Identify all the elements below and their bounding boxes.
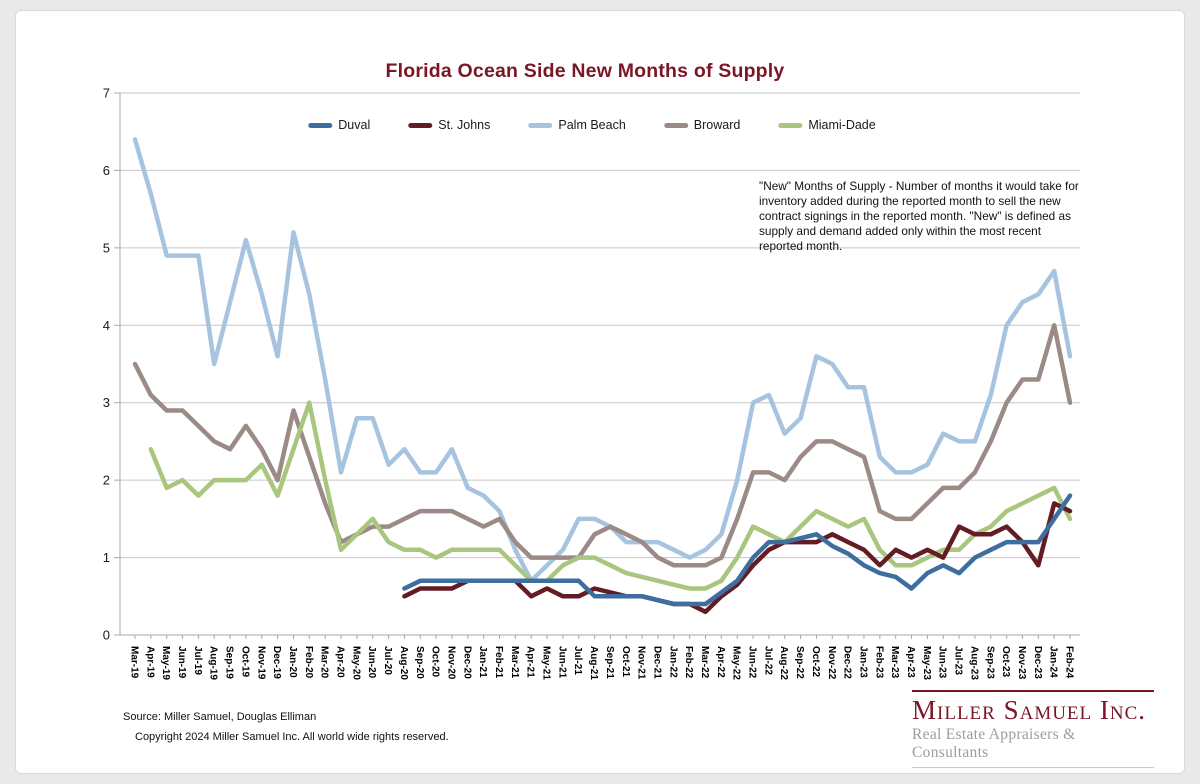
y-axis-label-0: 0	[103, 628, 110, 643]
x-axis-label-Aug-20: Aug-20	[398, 646, 409, 680]
company-logo: Miller Samuel Inc. Real Estate Appraiser…	[912, 690, 1154, 769]
x-axis-label-Apr-19: Apr-19	[144, 646, 155, 678]
legend-item-broward: Broward	[663, 118, 741, 132]
source-line: Source: Miller Samuel, Douglas Elliman	[123, 711, 317, 723]
x-axis-label-May-22: May-22	[731, 646, 742, 680]
series-line-miami-dade	[148, 400, 1073, 591]
series-line-palm-beach	[132, 137, 1073, 584]
chart-title: Florida Ocean Side New Months of Supply	[385, 60, 785, 82]
legend-item-palm-beach: Palm Beach	[528, 118, 626, 132]
x-axis-label-Jul-20: Jul-20	[382, 646, 393, 675]
y-axis-label-5: 5	[103, 240, 110, 255]
series-line-duval	[402, 493, 1073, 607]
x-axis-label-May-20: May-20	[350, 646, 361, 680]
x-axis-label-Oct-19: Oct-19	[239, 646, 250, 678]
x-axis-label-Apr-23: Apr-23	[905, 646, 916, 678]
x-axis-label-Jun-20: Jun-20	[366, 646, 377, 679]
logo-name: Miller Samuel Inc.	[912, 695, 1147, 725]
legend-label-miami-dade: Miami-Dade	[808, 118, 876, 132]
x-axis-label-Nov-22: Nov-22	[826, 646, 837, 680]
x-axis-label-May-21: May-21	[541, 646, 552, 680]
x-axis-label-Feb-23: Feb-23	[873, 646, 884, 679]
legend-item-miami-dade: Miami-Dade	[778, 118, 876, 132]
x-axis-label-Jul-21: Jul-21	[572, 646, 583, 675]
x-axis-label-Feb-20: Feb-20	[303, 646, 314, 679]
x-axis-label-Sep-22: Sep-22	[794, 646, 805, 679]
source-note: Source: Miller Samuel, Douglas Elliman C…	[123, 708, 449, 748]
legend-label-palm-beach: Palm Beach	[558, 118, 626, 132]
legend-item-st-johns: St. Johns	[408, 118, 490, 132]
x-axis-label-Dec-19: Dec-19	[271, 646, 282, 679]
x-axis-label-Jan-21: Jan-21	[477, 646, 488, 678]
x-axis-label-Aug-19: Aug-19	[208, 646, 219, 680]
x-axis-label-Aug-21: Aug-21	[588, 646, 599, 680]
x-axis-label-Aug-22: Aug-22	[778, 646, 789, 680]
y-axis-label-1: 1	[103, 550, 110, 565]
x-axis-label-May-19: May-19	[160, 646, 171, 680]
x-axis-label-Oct-21: Oct-21	[620, 646, 631, 678]
x-axis-label-Oct-20: Oct-20	[430, 646, 441, 678]
x-axis-label-Jan-22: Jan-22	[667, 646, 678, 678]
x-axis-label-Feb-24: Feb-24	[1064, 646, 1075, 679]
legend-label-duval: Duval	[338, 118, 371, 132]
x-axis-label-Jul-23: Jul-23	[953, 646, 964, 675]
x-axis-label-Dec-23: Dec-23	[1032, 646, 1043, 679]
x-axis-label-Jul-22: Jul-22	[762, 646, 773, 675]
legend-swatch-miami-dade	[778, 122, 803, 128]
x-axis-label-Oct-23: Oct-23	[1000, 646, 1011, 678]
x-axis-label-Nov-19: Nov-19	[255, 646, 266, 680]
y-axis-label-4: 4	[103, 318, 110, 333]
x-axis-label-Mar-19: Mar-19	[129, 646, 140, 679]
series-line-broward	[132, 323, 1073, 568]
x-axis-label-Jan-24: Jan-24	[1048, 646, 1059, 678]
x-axis-label-Jul-19: Jul-19	[192, 646, 203, 675]
x-axis-label-Apr-20: Apr-20	[335, 646, 346, 678]
x-axis-label-Jun-22: Jun-22	[747, 646, 758, 679]
x-axis-label-Nov-21: Nov-21	[636, 646, 647, 680]
x-axis-label-Apr-22: Apr-22	[715, 646, 726, 678]
x-axis-label-Nov-20: Nov-20	[445, 646, 456, 680]
x-axis-label-Nov-23: Nov-23	[1016, 646, 1027, 680]
legend-swatch-palm-beach	[528, 122, 553, 128]
copyright-line: Copyright 2024 Miller Samuel Inc. All wo…	[135, 730, 449, 743]
x-axis-label-Oct-22: Oct-22	[810, 646, 821, 678]
legend-swatch-duval	[308, 122, 333, 128]
legend-swatch-st-johns	[408, 122, 433, 128]
x-axis-label-Sep-19: Sep-19	[224, 646, 235, 679]
x-axis-label-Sep-21: Sep-21	[604, 646, 615, 679]
logo-rule-top	[912, 690, 1154, 692]
y-axis-label-6: 6	[103, 163, 110, 178]
x-axis-label-Mar-22: Mar-22	[699, 646, 710, 679]
x-axis-label-Sep-20: Sep-20	[414, 646, 425, 679]
y-axis-label-2: 2	[103, 473, 110, 488]
x-axis-label-Jun-23: Jun-23	[937, 646, 948, 679]
logo-tagline: Real Estate Appraisers & Consultants	[912, 726, 1076, 762]
x-axis-label-Aug-23: Aug-23	[968, 646, 979, 680]
x-axis-label-Mar-23: Mar-23	[889, 646, 900, 679]
legend-swatch-broward	[663, 122, 688, 128]
logo-rule-bottom	[912, 767, 1154, 769]
chart-legend: Duval St. Johns Palm Beach Broward Miami-Dad…	[308, 118, 876, 132]
x-axis-label-Mar-21: Mar-21	[509, 646, 520, 679]
x-axis-label-Feb-22: Feb-22	[683, 646, 694, 679]
x-axis-label-Dec-22: Dec-22	[842, 646, 853, 679]
y-axis-label-7: 7	[103, 86, 110, 101]
legend-label-st-johns: St. Johns	[438, 118, 491, 132]
x-axis-label-Jan-20: Jan-20	[287, 646, 298, 678]
x-axis-label-May-23: May-23	[921, 646, 932, 680]
legend-item-duval: Duval	[308, 118, 370, 132]
x-axis-label-Feb-21: Feb-21	[493, 646, 504, 679]
x-axis-label-Mar-20: Mar-20	[319, 646, 330, 679]
x-axis-label-Apr-21: Apr-21	[525, 646, 536, 678]
x-axis-label-Dec-21: Dec-21	[651, 646, 662, 679]
annotation-text: "New" Months of Supply - Number of month…	[759, 179, 1079, 254]
x-axis-label-Jan-23: Jan-23	[857, 646, 868, 678]
x-axis-label-Jun-21: Jun-21	[556, 646, 567, 679]
x-axis-label-Dec-20: Dec-20	[461, 646, 472, 679]
x-axis-label-Sep-23: Sep-23	[984, 646, 995, 679]
legend-label-broward: Broward	[693, 118, 741, 132]
x-axis-label-Jun-19: Jun-19	[176, 646, 187, 679]
y-axis-label-3: 3	[103, 395, 110, 410]
